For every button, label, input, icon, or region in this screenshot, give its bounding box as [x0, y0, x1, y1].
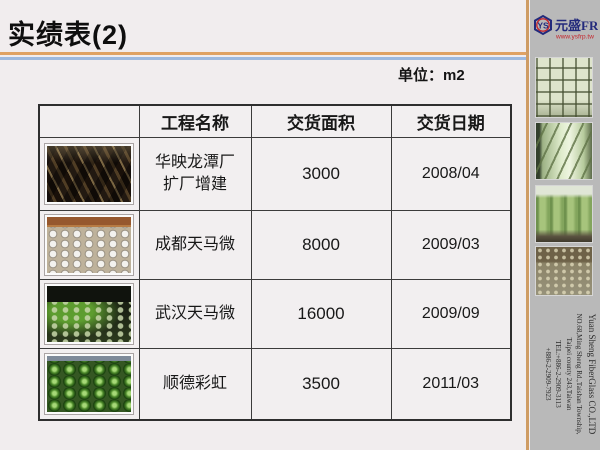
logo-website: www.ysfrp.tw: [555, 34, 594, 41]
company-logo-icon: YS 元盛FRP www.ysfrp.tw: [534, 14, 600, 41]
sidebar-divider: [526, 0, 529, 450]
delivery-date-cell: 2011/03: [390, 348, 512, 420]
logo-monogram: YS: [537, 20, 549, 30]
divider-orange: [0, 52, 528, 55]
page-title: 实绩表(2): [8, 20, 128, 50]
table-row: 顺德彩虹 3500 2011/03: [38, 348, 512, 420]
logo-brand: 元盛FRP: [555, 18, 598, 33]
project-name-cell: 华映龙潭厂 扩厂增建: [138, 137, 252, 211]
delivery-area-cell: 3000: [250, 137, 392, 211]
delivery-date-cell: 2009/03: [390, 210, 512, 280]
factory-floor-photo: [535, 246, 593, 296]
project-name-cell: 顺德彩虹: [138, 348, 252, 420]
delivery-date-cell: 2008/04: [390, 137, 512, 211]
company-address-line: Taipei county 243,Taiwan: [565, 337, 573, 411]
table-row: 武汉天马微 16000 2009/09: [38, 279, 512, 349]
header-photo: [38, 104, 140, 138]
frp-tank-piping-photo: [535, 122, 593, 180]
construction-site-circular-forms-photo: [44, 214, 135, 276]
company-name: Yuan Sheng FiberGlass CO.,LTD: [587, 313, 597, 435]
green-storage-tanks-photo: [535, 185, 593, 243]
divider-blue: [0, 57, 528, 60]
waffle-ceiling-photo: [535, 57, 593, 118]
project-name-line: 武汉天马微: [154, 304, 235, 322]
company-info: Yuan Sheng FiberGlass CO.,LTD NO.68,Ming…: [530, 298, 600, 450]
green-dome-array-photo: [44, 352, 135, 415]
delivery-date-cell: 2009/09: [390, 279, 512, 349]
dark-steel-formwork-photo: [44, 143, 135, 205]
project-name-line: 成都天马微: [154, 235, 235, 253]
project-name-line: 扩厂增建: [162, 176, 227, 193]
unit-label: 单位：m2: [398, 67, 465, 84]
project-name-cell: 武汉天马微: [138, 279, 252, 349]
table-row: 成都天马微 8000 2009/03: [38, 210, 512, 280]
dark-green-floor-dots-photo: [44, 283, 135, 345]
header-project-name: 工程名称: [138, 104, 252, 138]
table-row: 华映龙潭厂 扩厂增建 3000 2008/04: [38, 137, 512, 211]
company-address-line: NO.68,Ming Sheng Rd.,Taishan Township,: [575, 313, 584, 435]
company-logo: YS 元盛FRP www.ysfrp.tw: [532, 12, 600, 52]
project-name-line: 顺德彩虹: [162, 374, 227, 392]
company-phone: +886-2-2909-7923: [544, 347, 552, 401]
project-name-cell: 成都天马微: [138, 210, 252, 280]
delivery-area-cell: 16000: [250, 279, 392, 349]
delivery-area-cell: 8000: [250, 210, 392, 280]
header-delivery-date: 交货日期: [390, 104, 512, 138]
delivery-area-cell: 3500: [250, 348, 392, 420]
company-phone: TEL:+886-2-2909-3113: [554, 340, 563, 408]
project-name-line: 华映龙潭厂: [154, 153, 235, 171]
table-header-row: 工程名称 交货面积 交货日期: [38, 104, 512, 138]
header-delivery-area: 交货面积: [250, 104, 392, 138]
projects-table: 工程名称 交货面积 交货日期 华映龙潭厂 扩厂增建 3000 2008/04 成…: [38, 104, 512, 421]
company-sidebar: YS 元盛FRP www.ysfrp.tw Yuan Sheng FiberGl…: [530, 0, 600, 450]
